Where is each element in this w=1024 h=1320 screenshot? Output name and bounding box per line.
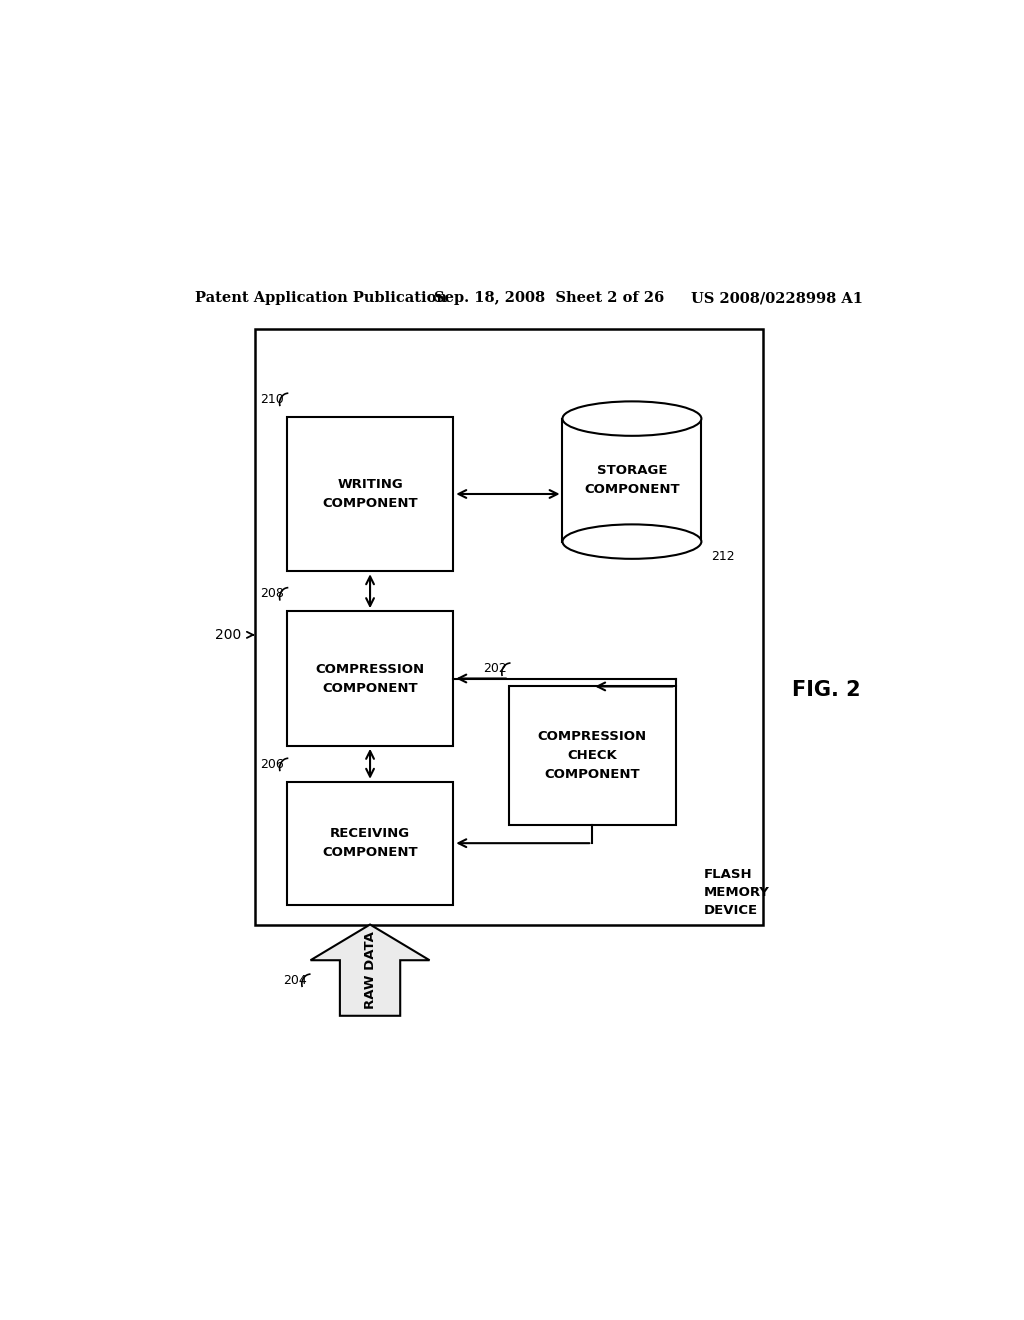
Text: 202: 202	[482, 663, 507, 676]
Bar	[287, 417, 454, 572]
Text: 204: 204	[283, 974, 306, 986]
Text: STORAGE
COMPONENT: STORAGE COMPONENT	[584, 465, 680, 496]
Text: 200: 200	[215, 628, 242, 642]
Ellipse shape	[562, 401, 701, 436]
Text: US 2008/0228998 A1: US 2008/0228998 A1	[691, 292, 863, 305]
Text: FIG. 2: FIG. 2	[792, 680, 861, 701]
Polygon shape	[310, 924, 430, 1016]
Text: Sep. 18, 2008  Sheet 2 of 26: Sep. 18, 2008 Sheet 2 of 26	[433, 292, 664, 305]
Text: COMPRESSION
CHECK
COMPONENT: COMPRESSION CHECK COMPONENT	[538, 730, 647, 781]
Text: 208: 208	[260, 587, 285, 601]
Text: COMPRESSION
COMPONENT: COMPRESSION COMPONENT	[315, 663, 425, 694]
Text: 212: 212	[711, 549, 734, 562]
Text: FLASH
MEMORY
DEVICE: FLASH MEMORY DEVICE	[703, 869, 769, 917]
Text: WRITING
COMPONENT: WRITING COMPONENT	[323, 478, 418, 510]
Text: Patent Application Publication: Patent Application Publication	[196, 292, 447, 305]
Text: 210: 210	[260, 392, 285, 405]
Bar	[509, 686, 676, 825]
Bar	[287, 781, 454, 904]
Text: RECEIVING
COMPONENT: RECEIVING COMPONENT	[323, 828, 418, 859]
Bar	[287, 611, 454, 746]
Bar	[562, 418, 701, 541]
Text: RAW DATA: RAW DATA	[364, 931, 377, 1008]
Bar	[255, 329, 763, 924]
Text: 206: 206	[260, 758, 285, 771]
Ellipse shape	[562, 524, 701, 558]
